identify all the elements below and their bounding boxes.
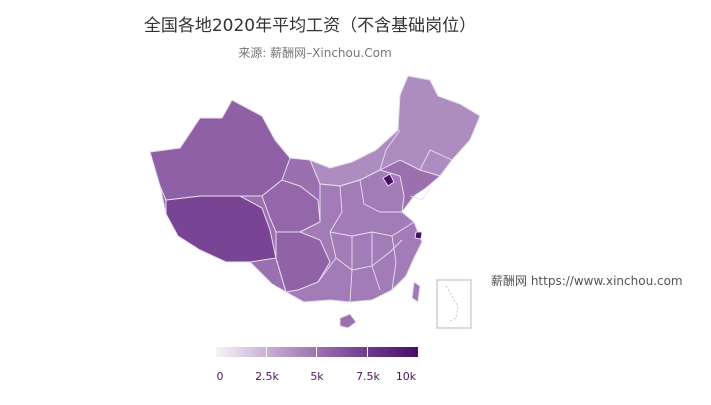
region-taiwan xyxy=(411,281,421,303)
legend-tick-label: 10k xyxy=(395,370,417,383)
legend-tick-label: 5k xyxy=(310,370,324,383)
nine-dash-line xyxy=(445,285,459,323)
south-china-sea-inset xyxy=(436,279,472,329)
legend xyxy=(216,347,418,361)
province-borders xyxy=(317,129,453,303)
watermark: 薪酬网 https://www.xinchou.com xyxy=(491,274,683,288)
legend-tick-label: 0 xyxy=(216,370,224,383)
region-xinjiang xyxy=(149,99,291,201)
map-source: 来源: 薪酬网–Xinchou.Com xyxy=(238,46,392,60)
legend-gradient-bar xyxy=(216,347,418,357)
legend-divider xyxy=(316,347,317,357)
legend-tick-label: 7.5k xyxy=(356,370,380,383)
region-shanghai xyxy=(414,231,423,240)
legend-tick-label: 2.5k xyxy=(255,370,279,383)
legend-divider xyxy=(266,347,267,357)
region-hainan xyxy=(339,313,357,329)
map-title: 全国各地2020年平均工资（不含基础岗位） xyxy=(143,16,477,36)
legend-labels: 0 2.5k 5k 7.5k 10k xyxy=(190,370,440,384)
legend-divider xyxy=(367,347,368,357)
region-beijing xyxy=(382,173,395,187)
